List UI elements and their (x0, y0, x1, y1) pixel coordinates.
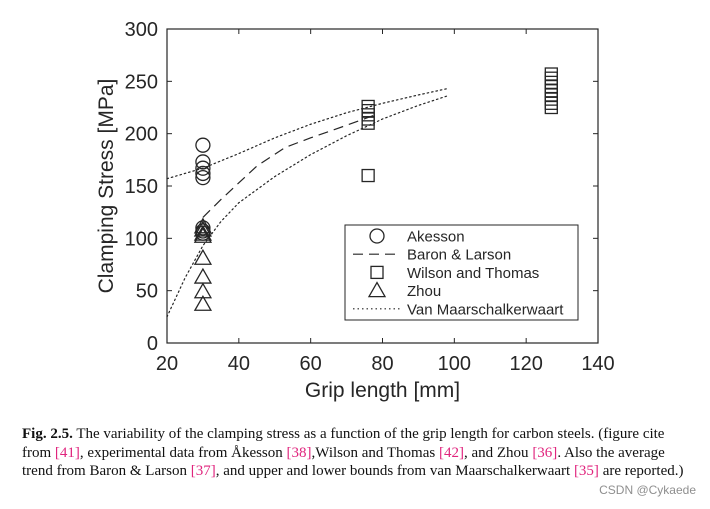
wilson-and-thomas-point (544, 92, 558, 106)
caption-body: The variability of the clamping stress a… (22, 426, 683, 479)
y-tick-label: 100 (125, 228, 158, 250)
citation-link[interactable]: [42] (438, 444, 464, 461)
citation-link[interactable]: [41] (54, 444, 80, 461)
legend-akesson-marker (369, 228, 385, 244)
baron-larson-line (202, 114, 376, 218)
akesson-point (195, 154, 211, 170)
akesson-point (195, 137, 211, 153)
legend-box (344, 224, 579, 321)
y-tick-label: 250 (125, 71, 158, 93)
wilson-and-thomas-point (544, 100, 558, 115)
akesson-point (195, 169, 211, 186)
caption-text: , and Zhou (463, 444, 533, 461)
x-tick-label: 120 (509, 353, 542, 375)
caption-text: are reported.) (598, 463, 684, 479)
series-zhou (193, 217, 213, 311)
legend-label-wilson-and-thomas: Wilson and Thomas (407, 265, 539, 282)
series-akesson (195, 137, 211, 241)
wilson-and-thomas-point (544, 88, 558, 102)
zhou-point (193, 267, 213, 284)
akesson-point (195, 165, 211, 182)
y-tick-label: 50 (136, 281, 158, 303)
zhou-point (193, 226, 213, 243)
x-tick-label: 80 (371, 353, 393, 375)
legend-label-akesson: Akesson (407, 229, 465, 246)
wilson-and-thomas-point (544, 71, 558, 85)
citation-link[interactable]: [36] (532, 444, 558, 461)
van-maarschalkerwaart-line (166, 95, 448, 318)
zhou-point (193, 220, 213, 237)
caption-text: , and upper and lower bounds from van Ma… (215, 463, 574, 479)
x-axis-title: Grip length [mm] (305, 379, 460, 402)
y-tick-label: 300 (125, 19, 158, 41)
van-maarschalkerwaart-line (166, 88, 448, 180)
wilson-and-thomas-point (361, 99, 375, 114)
legend-label-zhou: Zhou (407, 283, 441, 300)
wilson-and-thomas-point (544, 67, 558, 81)
series-wilson-and-thomas (361, 67, 558, 183)
y-tick-label: 0 (147, 333, 158, 355)
wilson-and-thomas-point (361, 168, 375, 183)
zhou-point (193, 282, 213, 299)
y-tick-label: 150 (125, 176, 158, 198)
akesson-point (195, 160, 211, 176)
zhou-point (193, 224, 213, 241)
zhou-point (193, 248, 213, 265)
legend-zhou-marker (367, 281, 387, 298)
x-tick-label: 20 (156, 353, 178, 375)
caption-text: . Also the average trend from Baron & La… (22, 444, 665, 480)
wilson-and-thomas-point (544, 75, 558, 90)
wilson-and-thomas-point (544, 79, 558, 94)
legend-wilson-and-thomas-marker (370, 265, 384, 280)
y-tick-label: 200 (125, 124, 158, 146)
wilson-and-thomas-point (544, 84, 558, 98)
y-axis-title: Clamping Stress [MPa] (95, 79, 118, 294)
wilson-and-thomas-point (544, 96, 558, 110)
legend-label-van-maarschalkerwaart: Van Maarschalkerwaart (407, 301, 564, 318)
citation-link[interactable]: [35] (573, 463, 599, 479)
citation-link[interactable]: [37] (190, 463, 216, 479)
series-van-maarschalkerwaart (166, 88, 448, 318)
x-tick-label: 60 (300, 353, 322, 375)
legend-label-baron-larson: Baron & Larson (407, 247, 511, 264)
caption-text: ,Wilson and Thomas (311, 444, 439, 461)
x-tick-label: 40 (228, 353, 250, 375)
csdn-watermark: CSDN @Cykaede (599, 483, 696, 497)
figure-caption: Fig. 2.5. The variability of the clampin… (22, 425, 694, 481)
zhou-point (193, 217, 213, 234)
wilson-and-thomas-point (361, 103, 375, 118)
x-tick-label: 140 (581, 353, 614, 375)
series-baron-larson (202, 114, 376, 218)
caption-text: , experimental data from Åkesson (79, 444, 287, 461)
zhou-point (193, 294, 213, 311)
caption-text: The variability of the clamping stress a… (22, 426, 665, 461)
figure-label: Fig. 2.5. (22, 426, 73, 442)
clamping-stress-chart: 20 40 60 80 100 120 140 0 50 100 150 200 250 300 Grip … (95, 19, 615, 402)
x-tick-label: 100 (438, 353, 471, 375)
citation-link[interactable]: [38] (286, 444, 312, 461)
